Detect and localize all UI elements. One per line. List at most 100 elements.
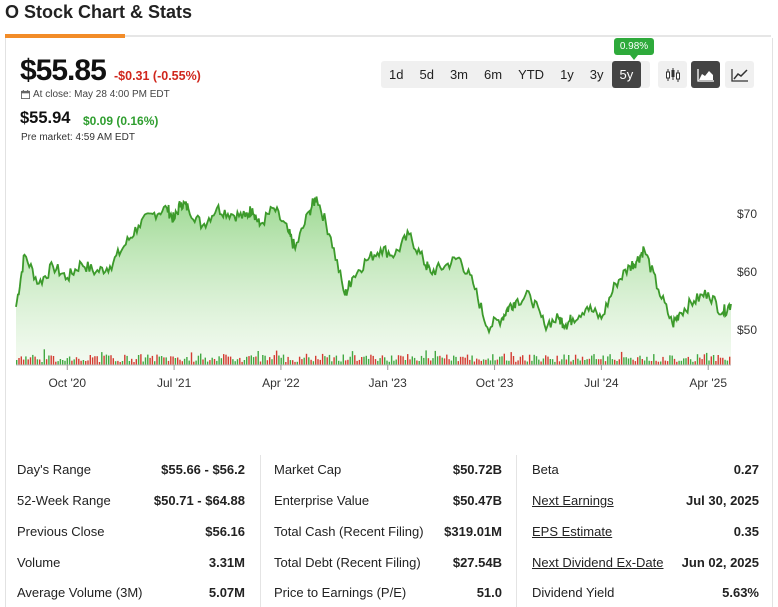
- price-line: [15, 196, 732, 335]
- volume-bar: [262, 355, 264, 365]
- volume-bar: [248, 356, 250, 365]
- volume-bar: [266, 360, 269, 365]
- volume-bar: [558, 361, 561, 365]
- range-1d[interactable]: 1d: [389, 67, 404, 82]
- volume-bar: [137, 355, 140, 365]
- volume-bar: [41, 362, 43, 365]
- volume-bar: [160, 356, 163, 365]
- volume-bar: [570, 361, 572, 365]
- line-chart-icon: [730, 68, 748, 82]
- volume-bar: [379, 358, 381, 365]
- volume-bar: [108, 355, 110, 365]
- range-3m[interactable]: 3m: [449, 67, 468, 82]
- volume-bar: [296, 361, 298, 365]
- line-chart-button[interactable]: [725, 61, 754, 88]
- volume-bar: [64, 360, 66, 365]
- volume-bar: [627, 358, 630, 365]
- volume-bar: [508, 360, 510, 365]
- stat-label: Beta: [532, 462, 559, 477]
- volume-bar: [660, 361, 662, 365]
- stat-row: Beta 0.27: [532, 462, 759, 478]
- stat-label[interactable]: EPS Estimate: [532, 524, 613, 539]
- volume-bar: [577, 358, 579, 365]
- volume-bar: [55, 361, 57, 365]
- stats-divider-2: [516, 455, 517, 607]
- stat-value: 0.35: [733, 524, 759, 539]
- volume-bar: [91, 357, 94, 365]
- volume-bar: [579, 360, 581, 365]
- volume-bar: [195, 360, 197, 365]
- volume-bar: [163, 357, 165, 365]
- range-6m[interactable]: 6m: [484, 67, 503, 82]
- volume-bar: [568, 355, 570, 365]
- volume-bar: [239, 357, 241, 365]
- volume-bar: [135, 359, 137, 365]
- volume-bar: [494, 360, 496, 365]
- volume-bar: [545, 355, 547, 365]
- volume-bar: [211, 357, 213, 365]
- volume-bar: [643, 360, 646, 365]
- stat-label[interactable]: Next Earnings: [532, 493, 614, 508]
- x-tick-label: Jul '21: [157, 376, 192, 390]
- volume-bar: [535, 356, 538, 365]
- volume-bar: [68, 356, 71, 365]
- volume-bar: [16, 360, 18, 365]
- volume-bar: [188, 360, 190, 365]
- volume-bar: [312, 361, 315, 365]
- volume-bar: [699, 357, 701, 365]
- price-chart[interactable]: $70 $60 $50 Oct '20 Jul '21 Apr '22 Jan '23 Oc…: [0, 185, 778, 400]
- volume-bar: [503, 353, 505, 365]
- volume-bar: [282, 354, 285, 365]
- volume-bar: [618, 359, 620, 365]
- stat-row: 52-Week Range $50.71 - $64.88: [17, 493, 245, 509]
- volume-bar: [423, 357, 425, 365]
- volume-bar: [59, 359, 62, 365]
- volume-bar: [416, 360, 418, 365]
- volume-bar: [354, 355, 356, 365]
- volume-bar: [87, 360, 89, 365]
- title-accent-bar: [5, 34, 125, 38]
- volume-bar: [655, 360, 657, 365]
- stat-label: Dividend Yield: [532, 585, 615, 600]
- volume-bar: [347, 359, 349, 365]
- stat-value: 51.0: [476, 585, 502, 600]
- stat-value: $319.01M: [444, 524, 502, 539]
- range-ytd[interactable]: YTD: [518, 67, 545, 82]
- volume-bar: [32, 354, 34, 365]
- volume-bar: [459, 356, 462, 365]
- volume-bar: [321, 353, 324, 365]
- stat-row: Market Cap $50.72B: [274, 462, 502, 478]
- volume-bar: [600, 359, 602, 365]
- volume-bar: [588, 358, 591, 365]
- volume-bar: [411, 356, 413, 365]
- volume-bar: [112, 358, 114, 365]
- volume-bar: [361, 357, 363, 365]
- area-chart-icon: [696, 68, 714, 82]
- range-5d[interactable]: 5d: [419, 67, 434, 82]
- stat-row: Total Debt (Recent Filing) $27.54B: [274, 555, 502, 571]
- volume-bar: [232, 359, 234, 365]
- candlestick-chart-button[interactable]: [658, 61, 687, 88]
- stat-value: 5.63%: [722, 585, 759, 600]
- candlestick-icon: [665, 67, 680, 82]
- volume-bar: [591, 355, 593, 365]
- premarket-time: Pre market: 4:59 AM EDT: [21, 132, 135, 143]
- volume-bar: [34, 356, 36, 365]
- range-1y[interactable]: 1y: [560, 67, 574, 82]
- volume-bar: [372, 355, 374, 365]
- volume-bar: [487, 358, 489, 365]
- volume-bar: [609, 354, 611, 365]
- range-5y[interactable]: 5y: [611, 61, 642, 88]
- volume-bar: [517, 360, 519, 365]
- stat-label[interactable]: Next Dividend Ex-Date: [532, 555, 664, 570]
- volume-bar: [407, 354, 409, 365]
- stat-value: $50.72B: [452, 462, 502, 477]
- volume-bar: [646, 356, 648, 365]
- volume-bar: [724, 359, 726, 365]
- volume-bar: [418, 361, 420, 365]
- range-3y[interactable]: 3y: [589, 67, 604, 82]
- volume-bar: [374, 359, 377, 365]
- volume-bar: [52, 356, 55, 365]
- x-tick-label: Oct '23: [476, 376, 514, 390]
- area-chart-button[interactable]: [691, 61, 720, 88]
